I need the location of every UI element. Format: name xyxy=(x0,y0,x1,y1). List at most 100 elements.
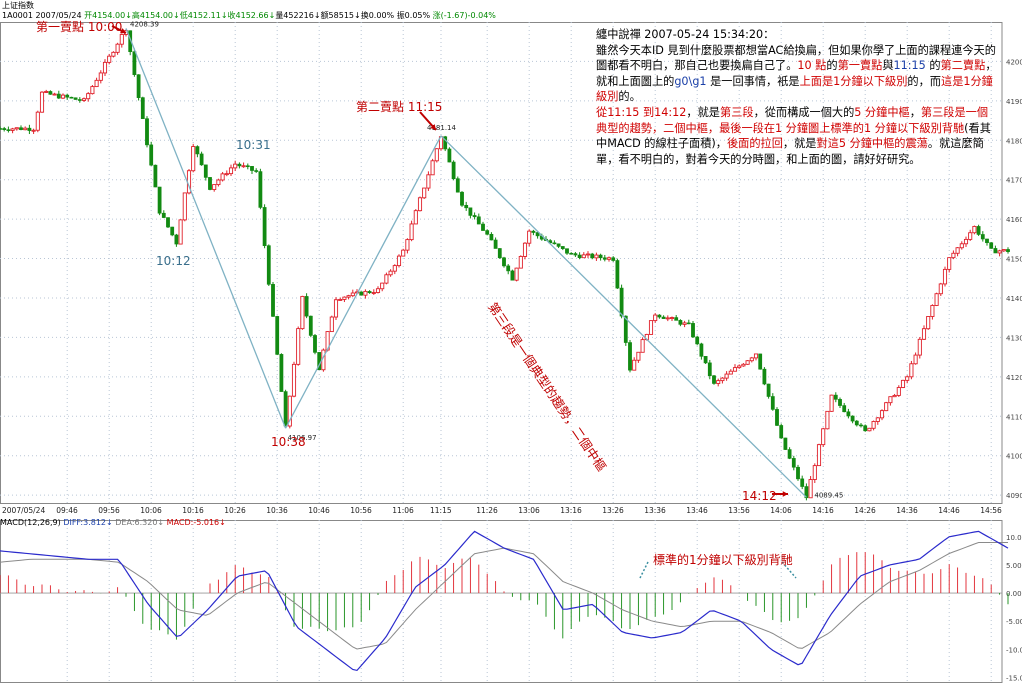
candle-up xyxy=(350,292,355,297)
candle-down xyxy=(266,245,271,285)
candle-down xyxy=(271,284,275,317)
extreme-price-label: 4208.39 xyxy=(130,20,159,28)
candle-down xyxy=(691,323,695,338)
candle-down xyxy=(481,223,485,231)
amount: 额58515 xyxy=(320,11,355,20)
time-tick-label: 14:06 xyxy=(770,506,792,515)
candle-up xyxy=(926,316,931,330)
candle-down xyxy=(132,51,137,75)
macd-header: MACD(12,26,9) DIFF:3.812↓ DEA:6.320↓ MAC… xyxy=(0,518,226,527)
candle-down xyxy=(598,254,603,259)
first-sell-label: 第一賣點 10:00 xyxy=(36,20,123,34)
candle-down xyxy=(833,394,838,400)
candle-down xyxy=(136,74,141,98)
time-tick-label: 14:46 xyxy=(938,506,960,515)
time-1012-label: 10:12 xyxy=(156,254,191,268)
candle-up xyxy=(296,328,301,365)
candle-up xyxy=(115,43,120,53)
candle-up xyxy=(947,257,952,270)
candle-down xyxy=(262,207,267,246)
candle-down xyxy=(657,314,662,318)
candle-up xyxy=(665,317,670,320)
candle-up xyxy=(934,293,939,306)
candle-down xyxy=(695,336,700,345)
candle-up xyxy=(102,61,108,74)
time-tick-label: 10:46 xyxy=(308,506,330,515)
macd-tick-label: 0.00 xyxy=(1006,590,1022,598)
candle-up xyxy=(363,290,368,296)
candle-down xyxy=(69,96,74,99)
candle-up xyxy=(749,357,754,362)
candle-down xyxy=(493,239,498,249)
candle-down xyxy=(161,212,166,218)
candle-up xyxy=(741,363,746,367)
candle-down xyxy=(531,230,536,233)
candle-down xyxy=(19,127,23,131)
candle-down xyxy=(556,243,561,247)
candle-down xyxy=(308,315,313,336)
note-paragraph-1: 雖然今天本ID 見到什麼股票都想當AC給換扁，但如果你學了上面的課程連今天的圖都… xyxy=(596,43,997,104)
candle-up xyxy=(724,373,729,379)
candle-up xyxy=(753,353,759,359)
price-tick-label: 4160.00 xyxy=(1006,216,1022,224)
candle-down xyxy=(535,232,540,237)
candle-down xyxy=(770,396,775,410)
candle-down xyxy=(56,93,61,99)
code: 1A0001 xyxy=(2,11,33,20)
candle-up xyxy=(182,192,187,221)
candle-up xyxy=(972,225,977,234)
candle-up xyxy=(938,283,943,295)
candle-up xyxy=(401,249,406,257)
low: 低4152.11 xyxy=(179,11,221,20)
candle-down xyxy=(989,242,994,249)
time-tick-label: 09:56 xyxy=(98,506,120,515)
second-sell-arrow-head xyxy=(430,124,436,130)
candle-up xyxy=(812,465,817,480)
candle-up xyxy=(380,282,385,290)
candle-up xyxy=(942,268,948,285)
candle-down xyxy=(796,466,800,480)
candle-up xyxy=(430,160,435,176)
candles xyxy=(0,29,1010,501)
candle-down xyxy=(846,411,851,417)
candle-down xyxy=(443,136,448,150)
candle-up xyxy=(98,72,103,81)
candle-down xyxy=(674,317,679,321)
divergence-pointer-left xyxy=(639,561,649,579)
candle-up xyxy=(653,314,658,322)
candle-up xyxy=(913,354,918,365)
note-title: 纏中說禪 2007-05-24 15:34:20： xyxy=(596,28,775,41)
time-1031-label: 10:31 xyxy=(236,138,271,152)
candle-down xyxy=(258,171,263,208)
time-tick-label: 09:46 xyxy=(56,506,78,515)
candle-up xyxy=(216,179,221,186)
candle-down xyxy=(145,118,149,146)
candle-up xyxy=(409,223,414,241)
candle-up xyxy=(396,255,402,267)
price-tick-label: 4130.00 xyxy=(1006,334,1022,342)
candle-down xyxy=(208,177,212,190)
candle-down xyxy=(195,146,200,155)
second-sell-label: 第二賣點 11:15 xyxy=(356,100,443,114)
candle-up xyxy=(426,174,431,189)
divergence-pointer-right xyxy=(781,561,797,579)
candle-up xyxy=(720,377,725,382)
candle-up xyxy=(333,299,339,318)
volume: 量452216 xyxy=(275,11,314,20)
candle-down xyxy=(573,253,578,256)
candle-up xyxy=(44,91,49,93)
candle-up xyxy=(23,127,28,131)
candle-up xyxy=(716,380,721,384)
candle-up xyxy=(905,376,910,381)
candle-up xyxy=(732,367,738,372)
candle-up xyxy=(808,479,813,499)
candle-down xyxy=(27,127,32,131)
candle-down xyxy=(615,260,620,289)
candle-up xyxy=(14,127,19,130)
candle-up xyxy=(951,252,956,259)
commentary-note: 纏中說禪 2007-05-24 15:34:20： 雖然今天本ID 見到什麼股票… xyxy=(596,27,998,167)
price-frame xyxy=(0,22,1003,504)
candle-up xyxy=(111,51,116,57)
time-tick-label: 11:26 xyxy=(476,506,498,515)
